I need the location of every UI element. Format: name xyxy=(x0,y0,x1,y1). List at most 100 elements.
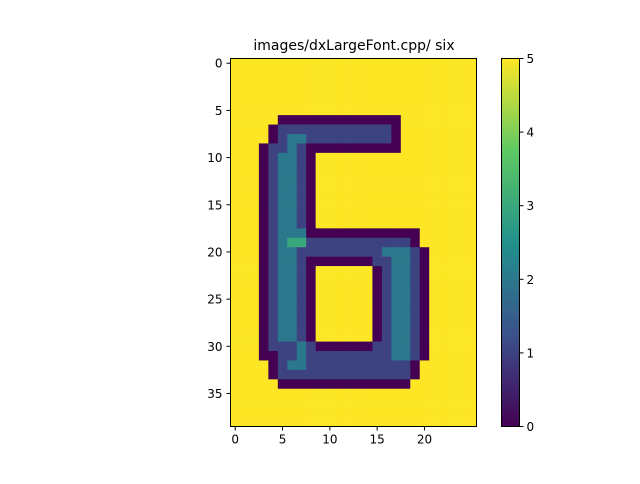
heatmap-cell xyxy=(353,417,364,427)
heatmap-cell xyxy=(448,58,458,69)
heatmap-cell xyxy=(410,58,421,69)
heatmap-cell xyxy=(410,369,421,380)
heatmap-cell xyxy=(372,275,383,286)
heatmap-cell xyxy=(391,77,402,88)
heatmap-cell xyxy=(429,275,439,286)
heatmap-cell xyxy=(438,171,449,182)
heatmap-cell xyxy=(429,303,439,314)
heatmap-cell xyxy=(372,190,383,201)
heatmap-cell xyxy=(239,322,250,333)
heatmap-cell xyxy=(344,200,354,210)
heatmap-cell xyxy=(381,388,392,399)
heatmap-cell xyxy=(400,369,411,380)
heatmap-cell xyxy=(448,360,458,371)
heatmap-cell xyxy=(296,133,307,144)
heatmap-cell xyxy=(249,266,260,276)
heatmap-cell xyxy=(457,209,468,220)
heatmap-cell xyxy=(391,407,402,418)
heatmap-cell xyxy=(429,237,439,248)
heatmap-cell xyxy=(448,228,458,239)
heatmap-cell xyxy=(230,115,241,125)
heatmap-cell xyxy=(372,58,383,69)
heatmap-cell xyxy=(277,190,288,201)
heatmap-cell xyxy=(268,115,279,125)
heatmap-cell xyxy=(296,407,307,418)
heatmap-cell xyxy=(429,388,439,399)
heatmap-cell xyxy=(268,143,279,154)
heatmap-cell xyxy=(268,162,279,173)
heatmap-cell xyxy=(353,237,364,248)
heatmap-cell xyxy=(391,332,402,342)
heatmap-cell xyxy=(457,96,468,106)
heatmap-cell xyxy=(258,266,269,276)
heatmap-cell xyxy=(287,303,298,314)
heatmap-cell xyxy=(467,209,477,220)
y-tick-label: 25 xyxy=(207,293,222,307)
heatmap-cell xyxy=(306,58,316,69)
heatmap-cell xyxy=(325,322,335,333)
heatmap-cell xyxy=(325,284,335,295)
heatmap-cell xyxy=(467,86,477,97)
heatmap-cell xyxy=(457,237,468,248)
heatmap-cell xyxy=(457,266,468,276)
heatmap-cell xyxy=(315,115,326,125)
heatmap-cell xyxy=(315,351,326,361)
heatmap-cell xyxy=(438,133,449,144)
heatmap-cell xyxy=(457,313,468,324)
heatmap-cell xyxy=(353,398,364,408)
heatmap-cell xyxy=(296,96,307,106)
heatmap-cell xyxy=(306,407,316,418)
heatmap-cell xyxy=(249,218,260,229)
heatmap-cell xyxy=(448,124,458,135)
y-tick-label: 5 xyxy=(215,104,223,118)
heatmap-cell xyxy=(448,162,458,173)
heatmap-cell xyxy=(362,313,373,324)
heatmap-cell xyxy=(381,181,392,191)
heatmap-cell xyxy=(230,417,241,427)
heatmap-cell xyxy=(306,162,316,173)
heatmap-cell xyxy=(287,58,298,69)
heatmap-cell xyxy=(372,200,383,210)
heatmap-cell xyxy=(258,398,269,408)
heatmap-cell xyxy=(419,369,430,380)
heatmap-cell xyxy=(287,322,298,333)
heatmap-cell xyxy=(391,417,402,427)
heatmap-cell xyxy=(306,266,316,276)
heatmap-cell xyxy=(362,284,373,295)
heatmap-cell xyxy=(249,124,260,135)
heatmap-cell xyxy=(457,143,468,154)
heatmap-cell xyxy=(239,86,250,97)
heatmap-cell xyxy=(230,209,241,220)
heatmap-cell xyxy=(391,266,402,276)
heatmap-cell xyxy=(277,143,288,154)
heatmap-cell xyxy=(400,133,411,144)
heatmap-cell xyxy=(287,171,298,182)
heatmap-cell xyxy=(457,407,468,418)
heatmap-cell xyxy=(381,417,392,427)
heatmap-cell xyxy=(372,86,383,97)
heatmap-cell xyxy=(400,303,411,314)
heatmap-cell xyxy=(400,228,411,239)
heatmap-cell xyxy=(381,256,392,267)
heatmap-cell xyxy=(258,171,269,182)
heatmap-cell xyxy=(249,388,260,399)
heatmap-cell xyxy=(400,58,411,69)
heatmap-cell xyxy=(296,351,307,361)
heatmap-cell xyxy=(353,124,364,135)
heatmap-cell xyxy=(334,181,345,191)
heatmap-cell xyxy=(410,407,421,418)
heatmap-cell xyxy=(277,407,288,418)
heatmap-cell xyxy=(239,284,250,295)
heatmap-cell xyxy=(315,360,326,371)
heatmap-cell xyxy=(457,417,468,427)
heatmap-cell xyxy=(372,407,383,418)
heatmap-cell xyxy=(391,152,402,163)
heatmap-cell xyxy=(457,284,468,295)
heatmap-cell xyxy=(362,266,373,276)
heatmap-cell xyxy=(448,313,458,324)
heatmap-cell xyxy=(315,294,326,305)
heatmap-cell xyxy=(438,360,449,371)
heatmap-cell xyxy=(334,190,345,201)
heatmap-cell xyxy=(381,228,392,239)
heatmap-cell xyxy=(344,171,354,182)
